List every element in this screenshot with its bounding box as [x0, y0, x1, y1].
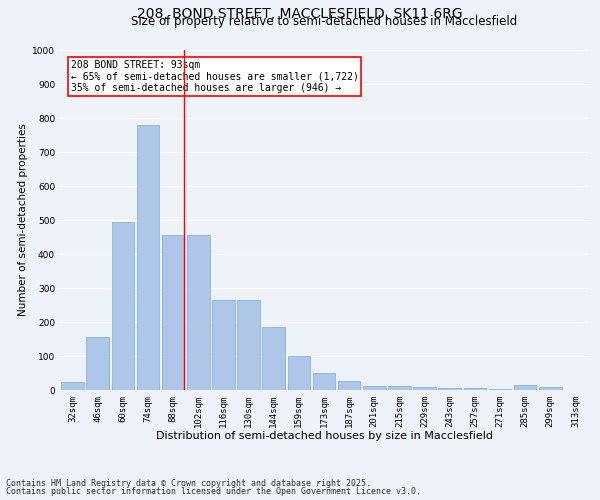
Bar — [86, 338, 109, 390]
Bar — [413, 386, 436, 390]
Bar — [313, 373, 335, 390]
Text: 208 BOND STREET: 93sqm
← 65% of semi-detached houses are smaller (1,722)
35% of : 208 BOND STREET: 93sqm ← 65% of semi-det… — [71, 60, 358, 94]
Bar — [212, 300, 235, 390]
Bar — [464, 388, 486, 390]
Bar — [388, 386, 411, 390]
Bar — [262, 327, 285, 390]
Bar — [488, 388, 511, 390]
Bar — [237, 300, 260, 390]
Bar — [514, 385, 536, 390]
Y-axis label: Number of semi-detached properties: Number of semi-detached properties — [18, 124, 28, 316]
X-axis label: Distribution of semi-detached houses by size in Macclesfield: Distribution of semi-detached houses by … — [155, 432, 493, 442]
Text: Contains public sector information licensed under the Open Government Licence v3: Contains public sector information licen… — [6, 487, 421, 496]
Bar — [137, 125, 160, 390]
Bar — [112, 222, 134, 390]
Text: 208, BOND STREET, MACCLESFIELD, SK11 6RG: 208, BOND STREET, MACCLESFIELD, SK11 6RG — [137, 8, 463, 22]
Bar — [287, 356, 310, 390]
Bar — [439, 388, 461, 390]
Bar — [363, 386, 386, 390]
Title: Size of property relative to semi-detached houses in Macclesfield: Size of property relative to semi-detach… — [131, 15, 517, 28]
Bar — [539, 386, 562, 390]
Bar — [61, 382, 84, 390]
Bar — [187, 236, 209, 390]
Text: Contains HM Land Registry data © Crown copyright and database right 2025.: Contains HM Land Registry data © Crown c… — [6, 478, 371, 488]
Bar — [338, 381, 361, 390]
Bar — [162, 236, 184, 390]
